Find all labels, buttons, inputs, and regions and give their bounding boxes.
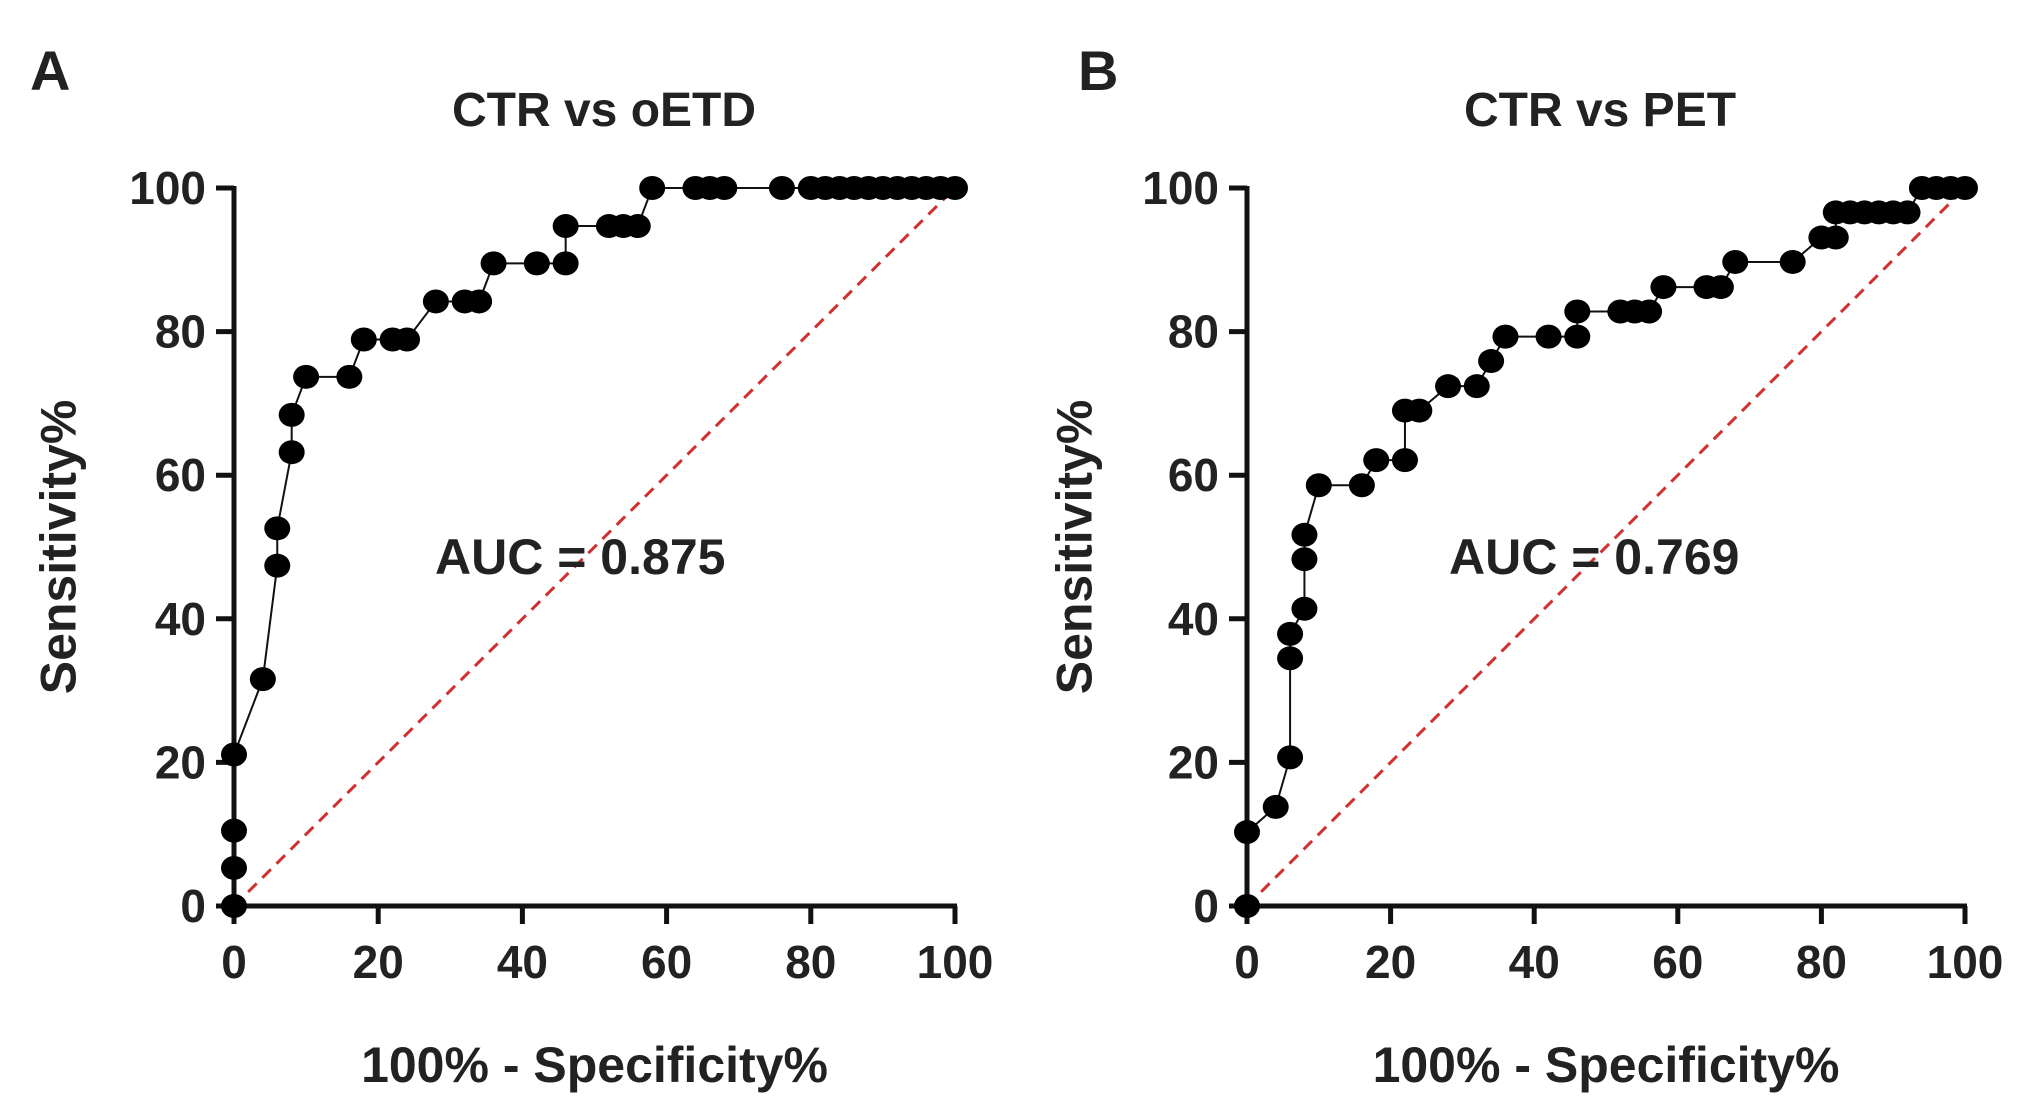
data-point bbox=[1277, 646, 1304, 671]
reference-diagonal bbox=[232, 186, 957, 908]
x-tick-label: 60 bbox=[1652, 936, 1703, 988]
data-point bbox=[1894, 200, 1921, 225]
data-point bbox=[1650, 275, 1677, 300]
y-tick-label: 100 bbox=[129, 162, 206, 214]
data-point bbox=[466, 289, 493, 314]
data-point bbox=[1952, 176, 1978, 200]
data-point bbox=[1277, 745, 1304, 770]
y-tick-label: 0 bbox=[180, 880, 206, 932]
data-point bbox=[249, 667, 276, 692]
data-point bbox=[1234, 894, 1260, 918]
data-point bbox=[1305, 473, 1332, 498]
data-point bbox=[1636, 299, 1663, 324]
data-point bbox=[1564, 299, 1591, 324]
y-tick-label: 100 bbox=[1142, 162, 1219, 214]
data-point bbox=[768, 176, 795, 200]
reference-diagonal bbox=[1245, 186, 1967, 908]
data-point bbox=[221, 894, 247, 918]
data-point bbox=[480, 251, 507, 276]
chart-title: CTR vs PET bbox=[1464, 84, 1736, 137]
data-point bbox=[1391, 448, 1418, 473]
x-tick-label: 20 bbox=[1365, 936, 1416, 988]
panel-b: B CTR vs PET 100% - Specificity% Sensitivit… bbox=[1047, 39, 2004, 1093]
data-point bbox=[221, 818, 247, 843]
auc-annotation: AUC = 0.769 bbox=[1449, 529, 1739, 585]
data-point bbox=[1234, 820, 1260, 845]
y-tick-label: 80 bbox=[155, 306, 206, 358]
panel-letter: B bbox=[1078, 39, 1118, 102]
x-tick-label: 60 bbox=[641, 936, 692, 988]
x-tick-label: 0 bbox=[221, 936, 247, 988]
y-tick-label: 40 bbox=[1168, 593, 1219, 645]
x-axis-label: 100% - Specificity% bbox=[361, 1037, 828, 1093]
data-point bbox=[422, 289, 449, 314]
data-point bbox=[1707, 275, 1734, 300]
data-point bbox=[552, 251, 579, 276]
data-point bbox=[1363, 448, 1390, 473]
data-point bbox=[264, 553, 291, 578]
x-tick-label: 0 bbox=[1234, 936, 1260, 988]
data-point bbox=[1291, 547, 1318, 572]
data-point bbox=[639, 176, 666, 200]
data-point bbox=[1291, 522, 1318, 547]
x-tick-label: 80 bbox=[1796, 936, 1847, 988]
data-point bbox=[1291, 596, 1318, 621]
y-tick-label: 40 bbox=[155, 593, 206, 645]
x-tick-label: 80 bbox=[785, 936, 836, 988]
auc-annotation: AUC = 0.875 bbox=[435, 529, 725, 585]
data-point bbox=[624, 214, 651, 239]
y-tick-label: 80 bbox=[1168, 306, 1219, 358]
data-point bbox=[1262, 794, 1289, 819]
data-point bbox=[711, 176, 738, 200]
data-point bbox=[336, 364, 363, 389]
x-tick-label: 100 bbox=[1927, 936, 2004, 988]
data-point bbox=[1822, 225, 1849, 250]
data-point bbox=[1722, 249, 1749, 274]
data-point bbox=[278, 440, 305, 465]
x-tick-label: 20 bbox=[353, 936, 404, 988]
data-point bbox=[552, 214, 579, 239]
data-point bbox=[1535, 324, 1562, 349]
y-axis-label: Sensitivity% bbox=[1047, 400, 1103, 695]
data-point bbox=[394, 327, 421, 352]
y-axis-label: Sensitivity% bbox=[31, 400, 87, 695]
panel-a: A CTR vs oETD 100% - Specificity% Sensitivi… bbox=[30, 39, 993, 1093]
x-tick-label: 40 bbox=[497, 936, 548, 988]
data-point bbox=[523, 251, 550, 276]
data-point bbox=[350, 327, 377, 352]
data-point bbox=[221, 742, 247, 767]
data-point bbox=[1406, 398, 1433, 423]
y-tick-label: 20 bbox=[1168, 736, 1219, 788]
data-point bbox=[1277, 621, 1304, 646]
data-point bbox=[278, 402, 305, 427]
y-tick-label: 60 bbox=[1168, 449, 1219, 501]
data-point bbox=[1779, 249, 1806, 274]
x-tick-label: 40 bbox=[1509, 936, 1560, 988]
y-tick-label: 0 bbox=[1193, 880, 1219, 932]
x-tick-label: 100 bbox=[917, 936, 994, 988]
y-tick-label: 60 bbox=[155, 449, 206, 501]
data-point bbox=[1564, 324, 1591, 349]
data-point bbox=[293, 364, 320, 389]
panel-letter: A bbox=[30, 39, 70, 102]
y-tick-label: 20 bbox=[155, 736, 206, 788]
chart-title: CTR vs oETD bbox=[452, 84, 756, 137]
data-point bbox=[221, 855, 247, 880]
data-point bbox=[1478, 349, 1505, 374]
data-point bbox=[264, 516, 291, 541]
data-point bbox=[1492, 324, 1519, 349]
data-point bbox=[1463, 374, 1490, 399]
data-point bbox=[1348, 473, 1375, 498]
x-axis-label: 100% - Specificity% bbox=[1373, 1037, 1840, 1093]
data-point bbox=[942, 176, 968, 200]
data-point bbox=[1435, 374, 1462, 399]
